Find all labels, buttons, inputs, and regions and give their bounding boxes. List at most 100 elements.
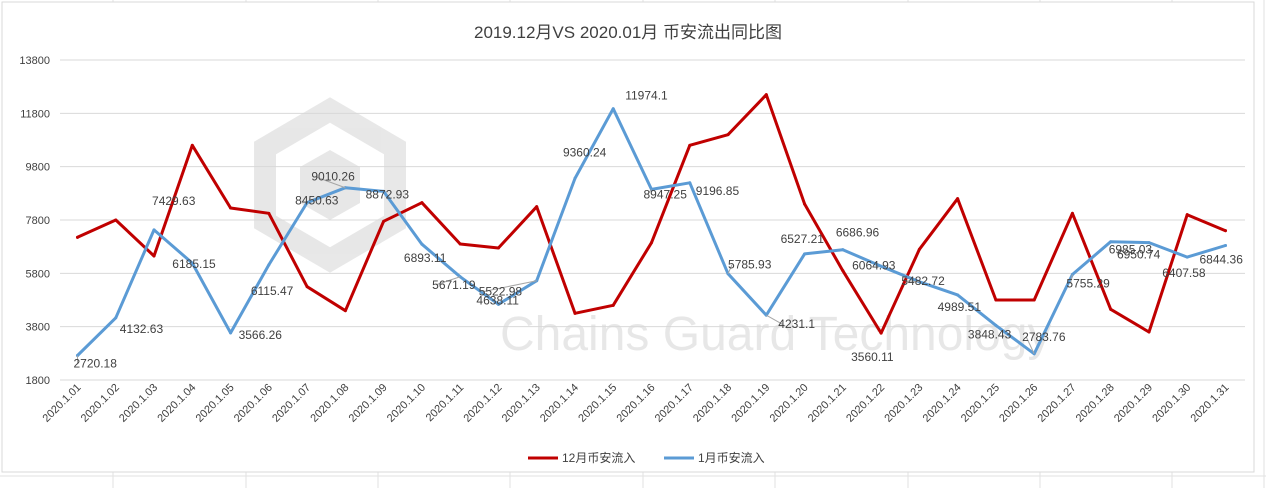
watermark-text: Chains Guard Technology <box>500 308 1051 361</box>
data-label: 5482.72 <box>901 274 945 288</box>
y-axis-ticks: 1800 3800 5800 7800 9800 11800 13800 <box>19 55 50 387</box>
data-label: 6064.93 <box>852 258 896 272</box>
data-label: 6185.15 <box>172 257 216 271</box>
data-point <box>229 206 233 210</box>
data-point <box>994 298 998 302</box>
data-point <box>841 269 845 273</box>
data-point <box>879 264 883 268</box>
data-label: 5671.19 <box>432 278 476 292</box>
data-point <box>190 261 194 265</box>
data-label: 3566.26 <box>239 328 283 342</box>
data-point <box>1109 307 1113 311</box>
data-point <box>841 248 845 252</box>
data-label: 8872.93 <box>366 187 410 201</box>
y-tick-label: 11800 <box>20 108 50 120</box>
data-point <box>1109 240 1113 244</box>
data-label: 2783.76 <box>1022 330 1066 344</box>
data-point <box>420 201 424 205</box>
data-point <box>343 309 347 313</box>
data-point <box>190 143 194 147</box>
data-point <box>114 316 118 320</box>
data-point <box>688 143 692 147</box>
data-label: 2720.18 <box>74 356 118 370</box>
chart-title: 2019.12月VS 2020.01月 币安流出同比图 <box>474 23 782 42</box>
data-point <box>76 235 79 239</box>
data-point <box>1147 330 1151 334</box>
y-tick-label: 1800 <box>26 375 50 387</box>
data-point <box>1032 298 1036 302</box>
data-label: 5785.93 <box>728 258 772 272</box>
data-point <box>305 201 309 205</box>
data-label: 8450.63 <box>295 194 339 208</box>
data-point <box>956 197 960 201</box>
data-label: 4231.1 <box>778 317 815 331</box>
data-point <box>650 241 653 245</box>
label-leader <box>1025 336 1035 354</box>
data-label: 3560.11 <box>851 350 894 364</box>
legend: 12月币安流入 1月币安流入 <box>528 450 765 465</box>
data-label: 5522.98 <box>479 285 523 299</box>
data-label: 9010.26 <box>311 170 355 184</box>
data-point <box>1070 211 1074 215</box>
data-point <box>688 181 692 185</box>
data-point <box>382 219 386 223</box>
data-point <box>229 331 233 335</box>
data-point <box>458 242 462 246</box>
data-label: 6686.96 <box>836 226 880 240</box>
legend-label: 1月币安流入 <box>698 450 765 465</box>
data-label: 4132.63 <box>120 322 164 336</box>
data-point <box>764 93 768 97</box>
label-leader <box>482 280 537 293</box>
data-point <box>1185 213 1189 217</box>
data-label: 5755.29 <box>1066 277 1110 291</box>
label-leader <box>905 280 920 283</box>
data-label: 7429.63 <box>152 194 196 208</box>
data-point <box>305 285 309 289</box>
data-label: 6844.36 <box>1200 252 1244 266</box>
data-point <box>803 252 807 256</box>
label-leader <box>315 176 346 189</box>
label-leader <box>1069 274 1073 284</box>
data-point <box>917 247 921 251</box>
data-label: 4989.51 <box>938 300 982 314</box>
data-label: 6527.21 <box>781 232 825 246</box>
data-point <box>267 263 271 267</box>
y-tick-label: 3800 <box>26 322 50 334</box>
data-label: 6985.03 <box>1109 243 1153 257</box>
data-labels: 2720.18 4132.63 7429.63 6185.15 3566.26 6115.… <box>74 89 1244 371</box>
y-tick-label: 13800 <box>19 55 50 67</box>
y-tick-label: 5800 <box>26 268 50 280</box>
data-label: 6893.11 <box>404 251 447 265</box>
data-point <box>1224 243 1227 247</box>
data-point <box>152 254 156 258</box>
data-label: 11974.1 <box>625 89 668 103</box>
y-tick-label: 7800 <box>26 215 50 227</box>
watermark-logo-core <box>300 150 360 220</box>
data-point <box>267 211 271 215</box>
data-point <box>1185 255 1189 259</box>
data-point <box>611 107 615 111</box>
watermark-logo-shape <box>254 97 406 273</box>
data-label: 9360.24 <box>563 145 607 159</box>
chart-frame <box>1 1 1255 473</box>
data-point <box>611 303 615 307</box>
data-label: 6115.47 <box>251 284 294 298</box>
data-point <box>573 311 577 315</box>
data-point <box>956 293 960 297</box>
data-label: 8947.25 <box>644 187 688 201</box>
data-point <box>803 202 807 206</box>
data-label: 6950.74 <box>1117 248 1161 262</box>
data-label: 3848.43 <box>968 327 1012 341</box>
label-leader <box>766 314 783 325</box>
data-point <box>1224 229 1227 233</box>
data-point <box>573 176 577 180</box>
data-point <box>994 323 998 327</box>
label-leader <box>727 264 733 274</box>
data-point <box>114 218 118 222</box>
data-point <box>1147 241 1151 245</box>
data-point <box>535 205 539 209</box>
data-label: 9196.85 <box>696 184 740 198</box>
data-point <box>496 302 500 306</box>
